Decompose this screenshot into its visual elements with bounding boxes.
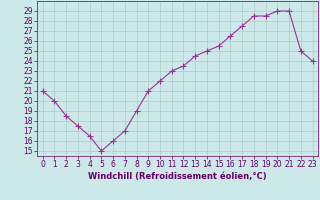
X-axis label: Windchill (Refroidissement éolien,°C): Windchill (Refroidissement éolien,°C) <box>88 172 267 181</box>
